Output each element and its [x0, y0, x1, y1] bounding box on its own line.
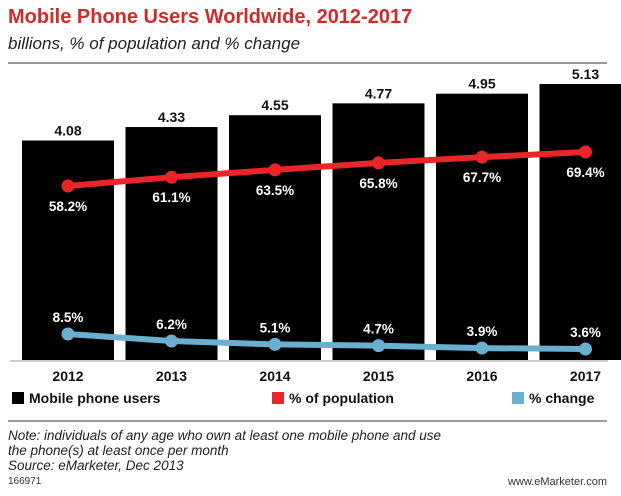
population-label: 61.1% [152, 190, 190, 205]
population-label: 69.4% [566, 165, 604, 180]
population-point [268, 163, 282, 177]
change-label: 4.7% [363, 322, 394, 337]
bottom-divider [8, 420, 607, 422]
bar-value-label: 4.55 [261, 97, 288, 113]
x-tick-label: 2013 [156, 368, 187, 384]
population-point [579, 145, 592, 159]
bar-2014 [229, 115, 321, 360]
bar-value-label: 4.08 [54, 122, 81, 138]
x-tick-label: 2012 [52, 368, 83, 384]
note-line-1: Note: individuals of any age who own at … [8, 428, 442, 443]
bar-2013 [125, 127, 218, 360]
bar-2015 [332, 103, 425, 361]
population-point [475, 150, 489, 164]
x-tick-label: 2015 [363, 368, 394, 384]
legend-swatch [512, 392, 524, 404]
population-label: 65.8% [359, 176, 397, 191]
top-divider [8, 62, 607, 64]
change-line [65, 331, 589, 352]
population-label: 63.5% [256, 183, 294, 198]
change-label: 8.5% [53, 310, 84, 325]
x-tick-label: 2017 [570, 368, 601, 384]
source-line: Source: eMarketer, Dec 2013 [8, 458, 184, 473]
change-point [165, 334, 178, 348]
chart-id: 166971 [8, 476, 42, 487]
legend-label: Mobile phone users [29, 390, 161, 406]
bar-value-label: 5.13 [572, 66, 599, 82]
population-point [372, 156, 385, 170]
bar-value-label: 4.33 [158, 109, 185, 125]
change-label: 6.2% [156, 317, 187, 332]
bar-2016 [436, 93, 528, 361]
change-label: 3.6% [570, 325, 601, 340]
change-point [372, 339, 385, 353]
bar-value-label: 4.95 [468, 76, 495, 92]
bar-2012 [22, 140, 114, 360]
chart-note: Note: individuals of any age who own at … [8, 428, 608, 473]
population-point [165, 170, 178, 184]
change-point [579, 342, 592, 356]
chart-canvas: 4.08 4.33 4.55 4.77 4.95 5.13 58.2% 61.1% 63.5% 6… [10, 66, 621, 406]
change-point [475, 341, 489, 355]
change-point [268, 337, 282, 351]
legend-swatch [12, 392, 24, 404]
bar-2017 [539, 84, 621, 360]
note-line-2: the phone(s) at least once per month [8, 443, 229, 458]
bar-value-label: 4.77 [365, 85, 392, 101]
population-line [65, 149, 589, 189]
population-label: 58.2% [49, 199, 87, 214]
population-label: 67.7% [463, 170, 501, 185]
legend-label: % of population [289, 390, 394, 406]
population-point [61, 179, 75, 193]
legend-label: % change [529, 390, 595, 406]
change-label: 3.9% [467, 324, 498, 339]
brand-link[interactable]: www.eMarketer.com [507, 476, 607, 488]
legend-swatch [272, 392, 284, 404]
x-tick-label: 2016 [466, 368, 497, 384]
x-tick-label: 2014 [259, 368, 290, 384]
chart-title: Mobile Phone Users Worldwide, 2012-2017 [8, 6, 413, 28]
change-label: 5.1% [260, 320, 291, 335]
chart-subtitle: billions, % of population and % change [8, 34, 301, 53]
change-point [61, 327, 75, 341]
